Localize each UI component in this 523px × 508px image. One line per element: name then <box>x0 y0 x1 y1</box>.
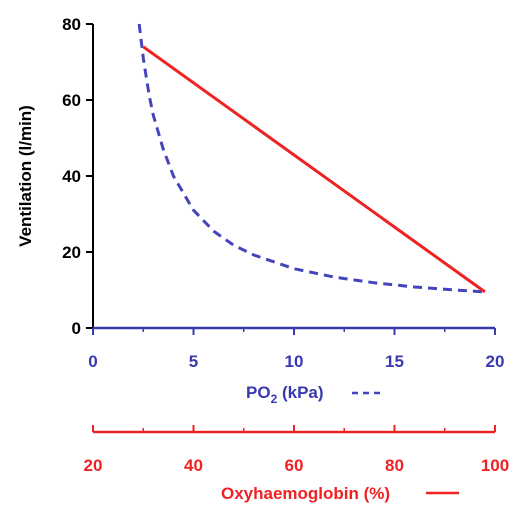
oxy-tick-label: 100 <box>481 456 509 475</box>
oxy-tick-label: 80 <box>385 456 404 475</box>
y-tick-label: 0 <box>72 319 81 338</box>
po2-tick-label: 10 <box>285 352 304 371</box>
series-layer <box>137 23 486 294</box>
x-axis-oxyhaemoglobin: 20 40 60 80 100 <box>84 425 509 475</box>
x-axis-po2: 0 5 10 15 20 <box>88 326 505 371</box>
y-tick-label: 60 <box>62 91 81 110</box>
po2-dashed-curve <box>137 23 485 294</box>
po2-tick-label: 0 <box>88 352 97 371</box>
y-axis: 0 20 40 60 80 <box>62 15 94 338</box>
y-tick-label: 40 <box>62 167 81 186</box>
oxyhaemoglobin-line <box>142 45 486 294</box>
po2-title-unit: (kPa) <box>277 383 323 402</box>
po2-tick-label: 15 <box>385 352 404 371</box>
y-tick-label: 20 <box>62 243 81 262</box>
oxy-tick-label: 20 <box>84 456 103 475</box>
y-axis-title: Ventilation (l/min) <box>16 105 35 247</box>
po2-tick-label: 5 <box>189 352 198 371</box>
po2-tick-label: 20 <box>486 352 505 371</box>
oxy-tick-label: 60 <box>285 456 304 475</box>
po2-title-sub: 2 <box>271 392 278 406</box>
x-axis-oxy-title: Oxyhaemoglobin (%) <box>221 484 390 503</box>
po2-title-main: PO <box>246 383 271 402</box>
y-tick-label: 80 <box>62 15 81 34</box>
x-axis-po2-title: PO2 (kPa) <box>246 383 324 406</box>
oxy-tick-label: 40 <box>184 456 203 475</box>
